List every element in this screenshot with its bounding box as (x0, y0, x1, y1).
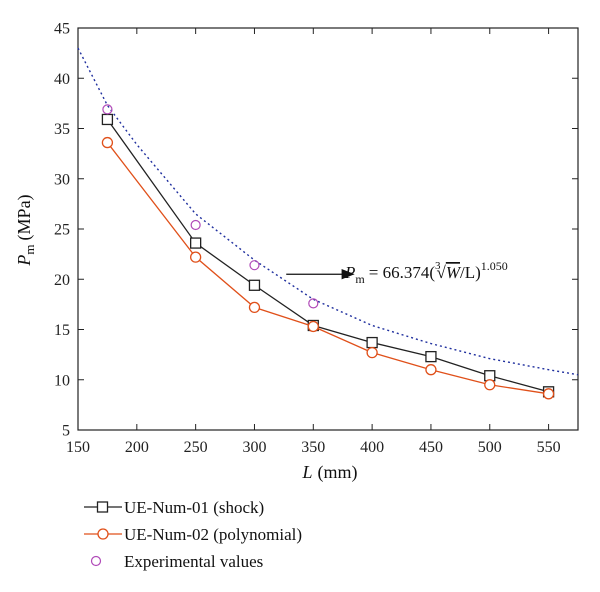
plot-frame (77, 27, 579, 431)
series-3 (102, 104, 319, 309)
data-point-circle (101, 136, 114, 149)
series-2 (101, 136, 555, 400)
x-tick-label: 350 (301, 439, 325, 456)
y-axis-ticks: 5 10 15 20 25 30 35 40 45 (54, 21, 578, 440)
plot-border (77, 27, 579, 431)
data-point-circle (425, 364, 437, 376)
annotation-formula: Pm = 66.374(3√W/L)1.050 (344, 259, 508, 286)
data-point-square (425, 350, 437, 363)
annotation-lhs-var: P (344, 263, 355, 282)
legend-marker-square (96, 501, 109, 513)
data-point-circle (542, 388, 555, 400)
x-axis-label-unit: (mm) (318, 462, 358, 483)
data-point-square (366, 336, 378, 349)
y-axis-label-var: P (14, 255, 34, 267)
y-tick-label: 15 (54, 322, 70, 339)
x-tick-label: 150 (66, 439, 90, 456)
x-tick-label: 500 (478, 439, 502, 456)
radical-sign: √ (436, 263, 446, 282)
y-tick-label: 45 (54, 21, 70, 38)
fit-curve-layer (77, 47, 579, 376)
x-tick-label: 450 (419, 439, 443, 456)
x-axis-ticks: 150 200 250 300 350 400 450 500 550 (66, 28, 561, 456)
legend-marker-circle (97, 528, 109, 540)
annotation-coef: = 66.374( (369, 263, 436, 282)
data-point-experimental (102, 104, 113, 115)
x-tick-label: 300 (242, 439, 266, 456)
y-tick-label: 40 (54, 71, 70, 88)
annotation-exponent: 1.050 (481, 259, 508, 273)
legend-label-series-3: Experimental values (124, 552, 263, 571)
y-tick-label: 35 (54, 121, 70, 138)
data-point-circle (307, 320, 319, 333)
data-point-square (101, 113, 114, 126)
y-tick-label: 30 (54, 171, 70, 188)
x-tick-label: 400 (360, 439, 384, 456)
data-point-circle (484, 379, 496, 391)
legend-item-series-2: UE-Num-02 (polynomial) (84, 525, 302, 544)
x-tick-label: 200 (125, 439, 149, 456)
y-tick-label: 10 (54, 372, 70, 389)
annotation-radicand: W (446, 263, 462, 282)
y-tick-label: 20 (54, 272, 70, 289)
fit-annotation: Pm = 66.374(3√W/L)1.050 (286, 259, 508, 286)
y-tick-label: 25 (54, 222, 70, 239)
data-point-square (189, 237, 202, 249)
data-point-square (248, 279, 261, 291)
y-axis-label-unit: (MPa) (14, 194, 35, 240)
y-axis-label: Pm (MPa) (14, 194, 37, 266)
data-point-circle (248, 301, 261, 314)
legend: UE-Num-01 (shock) UE-Num-02 (polynomial)… (84, 498, 302, 571)
x-tick-label: 250 (184, 439, 208, 456)
legend-label-series-2: UE-Num-02 (polynomial) (124, 525, 302, 544)
data-point-experimental (308, 298, 319, 309)
x-axis-label-var: L (301, 462, 312, 482)
data-point-experimental (190, 219, 201, 231)
annotation-lhs-sub: m (355, 272, 365, 286)
y-tick-label: 5 (62, 423, 70, 440)
data-point-experimental (249, 260, 260, 271)
legend-label-series-1: UE-Num-01 (shock) (124, 498, 264, 517)
legend-item-series-1: UE-Num-01 (shock) (84, 498, 264, 517)
data-point-circle (189, 251, 202, 263)
series-line (106, 119, 549, 393)
x-tick-label: 550 (537, 439, 561, 456)
annotation-root-index: 3 (435, 260, 441, 272)
series-1 (101, 113, 555, 398)
legend-marker-experimental (90, 555, 102, 567)
x-axis-label: L (mm) (301, 462, 357, 483)
fit-curve-line (77, 47, 579, 376)
data-point-circle (366, 346, 378, 359)
annotation-tail: /L) (460, 263, 481, 282)
series-layer (101, 104, 555, 400)
legend-item-series-3: Experimental values (90, 552, 263, 571)
series-line (106, 142, 549, 395)
y-axis-label-sub: m (22, 244, 37, 254)
